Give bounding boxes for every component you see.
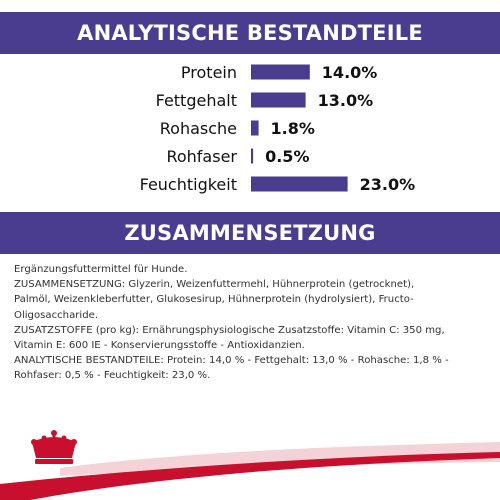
composition-line: Oligosaccharide.	[14, 309, 99, 321]
nutrient-bar-chart: Protein 14.0% Fettgehalt 13.0% Rohasche 1.8% R…	[140, 63, 416, 194]
crown-shape	[31, 430, 77, 464]
composition-line: ZUSATZSTOFFE (pro kg): Ernährungsphysiol…	[14, 324, 445, 336]
bar-rohasche	[251, 120, 259, 136]
composition-text: Ergänzungsfuttermittel für Hunde. ZUSAMM…	[14, 262, 488, 384]
composition-line: ZUSAMMENSETZUNG: Glyzerin, Weizenfutterm…	[14, 279, 415, 291]
value-label: 1.8%	[271, 119, 315, 138]
crown-icon	[31, 430, 77, 464]
footer-swoosh	[0, 442, 500, 500]
category-label: Fettgehalt	[156, 91, 237, 110]
composition-header: ZUSAMMENSETZUNG	[0, 212, 500, 254]
value-label: 14.0%	[322, 63, 378, 82]
footer-swoosh-light	[60, 442, 500, 476]
composition-line: Vitamin E: 600 IE - Konservierungsstoffe…	[14, 340, 305, 352]
category-label: Rohfaser	[166, 147, 237, 166]
category-label: Rohasche	[160, 119, 237, 138]
value-label: 23.0%	[360, 175, 416, 194]
value-label: 0.5%	[265, 147, 309, 166]
composition-line: Rohfaser: 0,5 % - Feuchtigkeit: 23,0 %.	[14, 370, 211, 382]
bar-protein	[251, 64, 310, 80]
composition-line: Palmöl, Weizenkleberfutter, Glukosesirup…	[14, 294, 414, 306]
composition-line: ANALYTISCHE BESTANDTEILE: Protein: 14,0 …	[14, 355, 449, 367]
value-label: 13.0%	[318, 91, 374, 110]
composition-line: Ergänzungsfuttermittel für Hunde.	[14, 264, 188, 275]
category-label: Protein	[181, 63, 237, 82]
bar-feuchtigkeit	[251, 176, 348, 192]
footer-swoosh-main	[0, 452, 500, 500]
bar-rohfaser	[251, 148, 254, 164]
category-label: Feuchtigkeit	[140, 175, 237, 194]
bar-fettgehalt	[251, 92, 306, 108]
analytics-header: ANALYTISCHE BESTANDTEILE	[0, 12, 500, 54]
